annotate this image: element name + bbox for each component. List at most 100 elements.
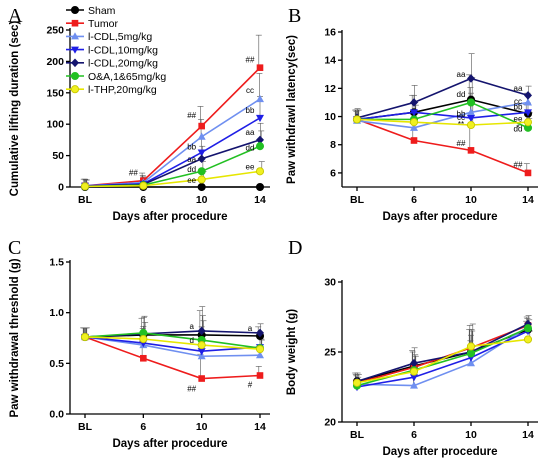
series-tumor <box>353 322 532 387</box>
significance-annotation: ## <box>514 160 523 169</box>
data-point <box>197 182 206 192</box>
data-point <box>80 332 90 342</box>
data-point <box>467 359 475 367</box>
significance-annotation: aa <box>457 70 466 79</box>
data-point <box>197 149 206 157</box>
x-tick-label: 10 <box>196 421 208 433</box>
legend-label: l-CDL,5mg/kg <box>88 31 152 43</box>
series-line <box>356 330 529 388</box>
legend-item: Tumor <box>66 18 118 30</box>
x-tick-label: 10 <box>196 194 208 206</box>
series-line <box>84 336 261 350</box>
legend-item: Sham <box>66 5 116 17</box>
y-axis-title: Paw withdrawl latency(sec) <box>286 35 298 184</box>
y-tick-label: 1.5 <box>49 257 64 269</box>
significance-annotation: ee <box>514 114 523 123</box>
x-tick-label: BL <box>350 194 365 206</box>
data-point <box>197 352 206 360</box>
series-line <box>356 323 529 383</box>
legend-item: O&A,1&65mg/kg <box>66 71 166 83</box>
y-tick-label: 30 <box>324 277 336 289</box>
series-line <box>84 336 261 352</box>
data-point <box>80 182 90 191</box>
y-tick-label: 50 <box>52 150 64 162</box>
series-line <box>84 145 261 188</box>
x-tick-label: 14 <box>254 194 266 206</box>
significance-annotation: dd <box>246 144 255 153</box>
series-line <box>357 101 529 129</box>
data-point <box>197 348 206 356</box>
data-point <box>410 98 418 107</box>
y-tick-label: 10 <box>324 111 336 123</box>
data-point <box>524 109 532 117</box>
legend-label: O&A,1&65mg/kg <box>88 71 166 83</box>
panel-letter: C <box>8 237 21 259</box>
significance-annotation: ## <box>129 169 138 178</box>
panel-c: C 0.0 0.5 1.0 1.5 BL 6 10 14 Days after procedure… <box>8 237 270 450</box>
series-thp <box>352 115 533 130</box>
x-axis-title: Days after procedure <box>112 438 227 450</box>
legend-label: Sham <box>88 5 116 17</box>
data-point <box>255 167 265 176</box>
series-line <box>84 336 261 358</box>
legend-marker <box>71 19 79 27</box>
data-point <box>352 378 362 387</box>
x-tick-label: 14 <box>522 194 534 206</box>
significance-annotation: * <box>516 124 519 133</box>
series-tumor <box>353 116 532 177</box>
data-point <box>466 349 476 358</box>
panel-letter: B <box>288 5 301 27</box>
x-tick-label: BL <box>78 194 93 206</box>
panel-letter: D <box>288 237 302 259</box>
series-line <box>356 101 529 129</box>
y-tick-label: 20 <box>324 417 336 429</box>
series-line <box>84 332 261 349</box>
legend-item: l-THP,20mg/kg <box>66 84 157 96</box>
significance-annotation: ## <box>457 139 466 148</box>
data-point <box>256 372 264 379</box>
data-point <box>410 358 418 368</box>
data-point <box>410 123 418 131</box>
y-tick-label: 14 <box>324 55 336 67</box>
data-point <box>524 98 532 106</box>
significance-annotation: a <box>248 324 253 333</box>
legend-label: Tumor <box>88 18 118 30</box>
data-point <box>256 114 264 123</box>
data-point <box>255 142 265 151</box>
data-point <box>410 374 418 382</box>
legend-label: l-CDL,20mg/kg <box>88 58 158 70</box>
y-tick-label: 25 <box>324 347 336 359</box>
series-line <box>84 98 261 187</box>
x-tick-label: 6 <box>140 421 146 433</box>
significance-annotation: cc <box>514 97 522 106</box>
significance-annotation: cc <box>457 113 465 122</box>
y-tick-label: 0.5 <box>49 358 64 370</box>
x-tick-label: 14 <box>522 429 534 441</box>
data-point <box>467 74 475 83</box>
y-axis-title: Paw withdrawal threshold (g) <box>9 258 21 417</box>
data-point <box>467 108 475 116</box>
series-line <box>356 118 529 126</box>
series-thp <box>80 332 265 354</box>
y-tick-label: 200 <box>46 56 64 68</box>
significance-annotation: a <box>189 322 194 331</box>
data-point <box>139 181 148 190</box>
significance-annotation: bb <box>514 103 523 112</box>
legend-label: l-CDL,10mg/kg <box>88 44 158 56</box>
significance-annotation: ## <box>187 385 196 394</box>
data-point <box>197 167 206 176</box>
legend-marker <box>71 32 79 40</box>
x-tick-label: 6 <box>411 194 417 206</box>
data-point <box>197 326 206 336</box>
significance-annotation: ** <box>458 120 464 129</box>
x-tick-label: BL <box>350 429 365 441</box>
data-point <box>255 182 265 192</box>
data-point <box>410 137 418 144</box>
x-tick-label: BL <box>78 421 93 433</box>
series-line <box>356 118 529 174</box>
data-point <box>523 324 533 333</box>
significance-annotation: bb <box>457 110 466 119</box>
x-tick-label: 6 <box>140 194 146 206</box>
significance-annotation: bb <box>246 106 255 115</box>
data-point <box>256 135 264 145</box>
